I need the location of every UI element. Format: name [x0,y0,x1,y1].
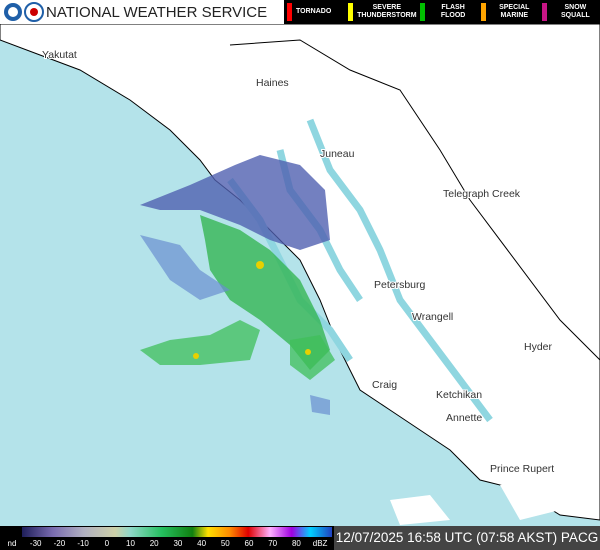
scale-label: 10 [126,539,135,548]
place-label: Annette [446,412,482,424]
radar-echo [140,320,335,380]
warning-legend: TORNADO SEVERE THUNDERSTORM FLASH FLOOD SPE… [284,0,600,24]
place-label: Wrangell [412,311,453,323]
place-label: Craig [372,379,397,391]
place-label: Hyder [524,341,553,353]
radar-echo [193,353,199,359]
border [229,39,600,361]
scale-label: dBZ [313,539,328,548]
place-label: Prince Rupert [490,463,554,475]
warning-label: SEVERE THUNDERSTORM [357,4,417,19]
scale-label: 50 [221,539,230,548]
land [390,480,560,525]
warning-swatch [541,3,547,21]
scale-label: 0 [105,539,110,548]
radar-echo [200,215,330,370]
color-scale: nd -30 -20 -10 0 10 20 30 40 50 60 70 80 dBZ [8,527,332,548]
place-label: Haines [256,77,289,89]
logos [4,2,44,22]
scale-gradient [22,527,332,537]
place-label: Juneau [320,148,355,160]
place-label: Ketchikan [436,389,482,401]
warning-item: SEVERE THUNDERSTORM [345,0,417,24]
warning-swatch [480,3,486,21]
radar-echo [140,155,330,250]
scale-label: -10 [77,539,89,548]
timestamp: 12/07/2025 16:58 UTC (07:58 AKST) PACG [334,526,600,550]
warning-swatch [348,3,354,21]
place-label: Telegraph Creek [443,188,521,200]
scale-label: 70 [268,539,277,548]
scale-label: -20 [54,539,66,548]
warning-item: SNOW SQUALL [539,0,600,24]
header-title: NATIONAL WEATHER SERVICE [46,4,268,21]
warning-swatch [287,3,292,21]
warning-item: TORNADO [284,0,345,24]
warning-label: FLASH FLOOD [440,4,466,19]
scale-label: -30 [30,539,42,548]
scale-label: nd [8,539,17,548]
scale-label: 20 [150,539,159,548]
radar-echo [140,235,330,415]
radar-echo [305,349,311,355]
radar-echo [256,261,264,269]
warning-label: TORNADO [296,8,332,15]
scale-label: 30 [173,539,182,548]
warning-swatch [419,3,425,21]
scale-label: 60 [245,539,254,548]
warning-item: FLASH FLOOD [417,0,478,24]
scale-label: 80 [292,539,301,548]
place-labels: Yakutat Haines Juneau Telegraph Creek Peters… [41,48,555,476]
warning-label: SPECIAL MARINE [499,4,530,19]
scale-label: 40 [197,539,206,548]
warning-item: SPECIAL MARINE [478,0,539,24]
place-label: Yakutat [42,49,77,61]
land [0,23,600,521]
place-label: Petersburg [374,279,426,291]
header: NATIONAL WEATHER SERVICE TORNADO SEVERE T… [0,0,600,24]
warning-label: SNOW SQUALL [561,4,590,19]
